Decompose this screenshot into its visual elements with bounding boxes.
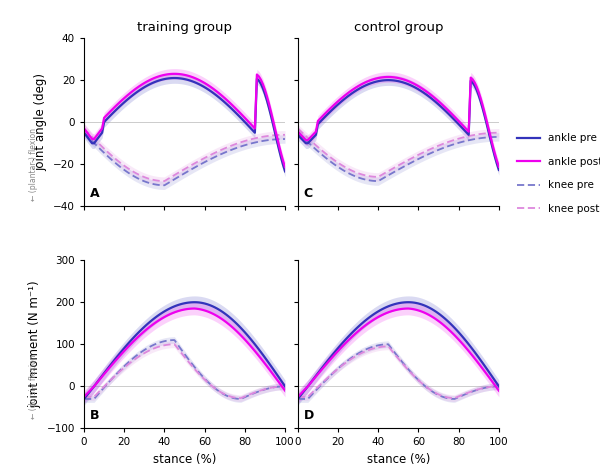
Text: B: B (90, 409, 100, 422)
Y-axis label: joint angle (deg): joint angle (deg) (35, 73, 47, 171)
Text: ← (plantar-) flexion: ← (plantar-) flexion (29, 128, 38, 201)
Text: D: D (304, 409, 314, 422)
Y-axis label: joint moment (N m⁻¹): joint moment (N m⁻¹) (28, 280, 41, 408)
X-axis label: stance (%): stance (%) (153, 453, 216, 466)
Title: training group: training group (137, 21, 232, 34)
Text: C: C (304, 187, 313, 199)
X-axis label: stance (%): stance (%) (367, 453, 430, 466)
Text: A: A (90, 187, 100, 199)
Legend: ankle pre, ankle post, knee pre, knee post: ankle pre, ankle post, knee pre, knee po… (513, 129, 600, 218)
Title: control group: control group (353, 21, 443, 34)
Text: ← (dorsi-) flexion: ← (dorsi-) flexion (29, 354, 38, 419)
